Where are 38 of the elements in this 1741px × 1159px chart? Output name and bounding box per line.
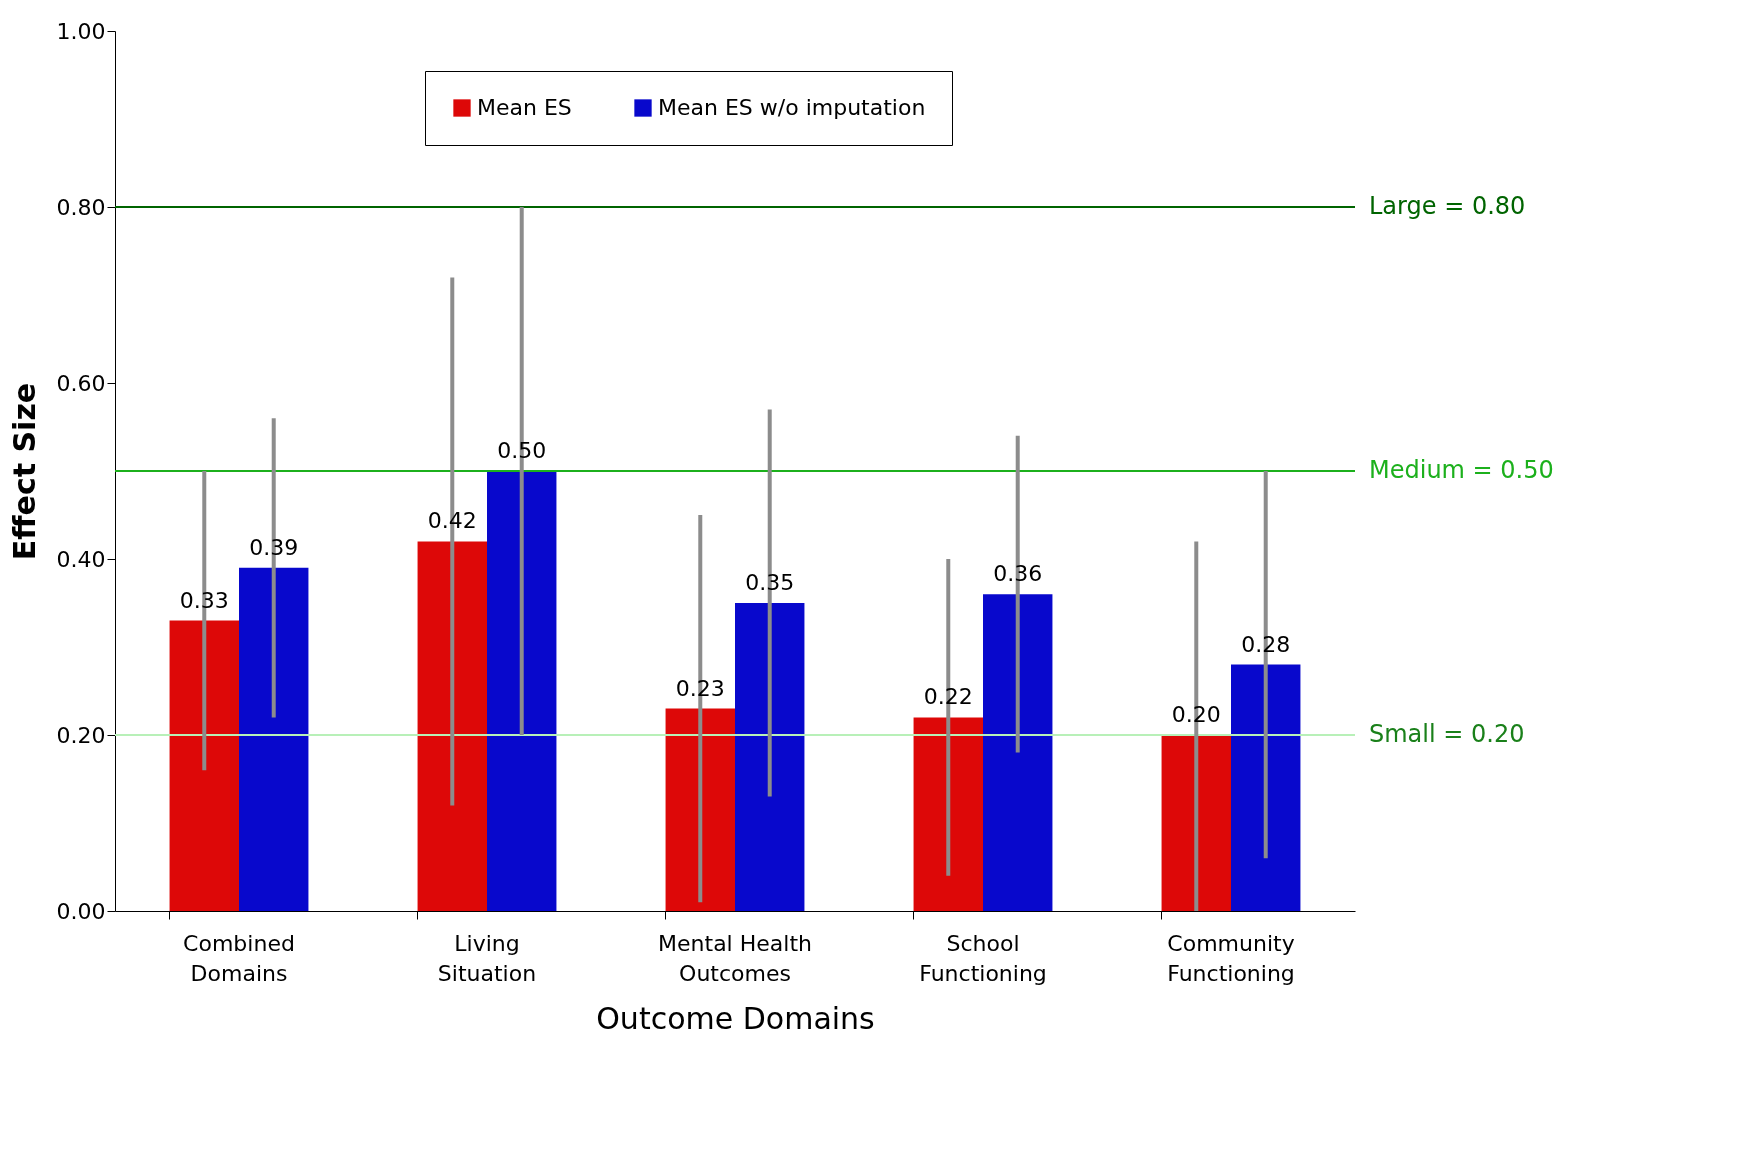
y-tick-label: 0.80 [56,194,106,220]
data-label: 0.35 [745,570,795,595]
x-tick-label: Combined Domains [183,930,295,986]
bar [983,594,1053,911]
data-label: 0.20 [1171,702,1221,727]
data-label: 0.28 [1241,631,1291,657]
legend-label: Mean ES [477,95,572,120]
bar [169,620,239,911]
bar [913,717,983,911]
bar [665,708,735,911]
bar [735,603,805,911]
y-tick-label: 0.00 [56,898,106,924]
y-axis-title: Effect Size [6,382,42,561]
data-label: 0.42 [427,508,477,534]
data-label: 0.36 [993,561,1043,587]
ref-line-label: Large = 0.80 [1369,192,1526,220]
bar [1231,664,1301,911]
x-tick-label: Community Functioning [1167,930,1295,986]
y-tick-label: 0.40 [56,546,106,572]
data-label: 0.22 [923,684,973,710]
y-tick-label: 1.00 [56,18,106,44]
data-label: 0.23 [675,675,725,701]
x-tick-label: School Functioning [919,930,1047,986]
data-label: 0.39 [249,534,299,560]
x-axis-title: Outcome Domains [596,1000,875,1036]
bar [487,471,557,911]
ref-line-label: Small = 0.20 [1369,720,1525,748]
bar [239,567,309,911]
x-tick-label: Mental Health Outcomes [658,930,812,986]
x-tick-label: Living Situation [437,930,537,986]
data-label: 0.33 [179,587,229,613]
y-tick-label: 0.60 [56,370,106,396]
y-tick-label: 0.20 [56,722,106,748]
legend-label: Mean ES w/o imputation [658,95,926,120]
data-label: 0.50 [497,438,547,463]
bar [1161,735,1231,911]
ref-line-label: Medium = 0.50 [1369,456,1554,484]
bar [417,541,487,911]
